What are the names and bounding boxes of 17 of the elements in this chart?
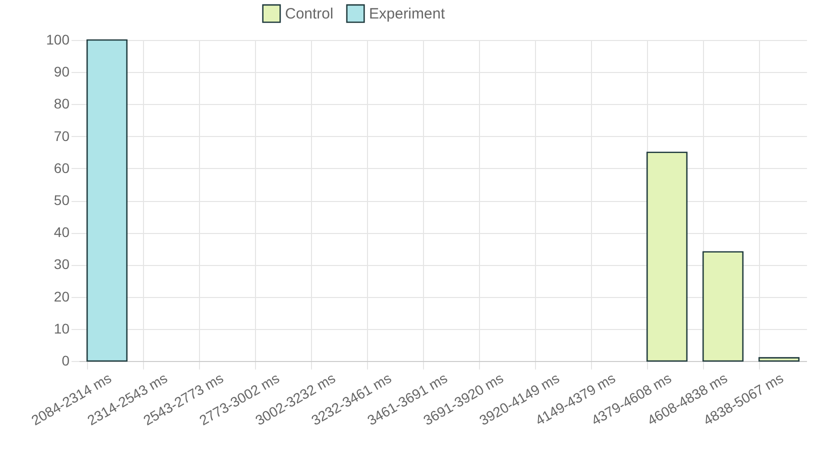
- y-tick-label: 50: [54, 192, 70, 208]
- bar: [86, 39, 128, 362]
- y-tick-label: 40: [54, 224, 70, 240]
- y-tick-label: 60: [54, 160, 70, 176]
- y-tick-label: 10: [54, 320, 70, 336]
- y-tick-label: 100: [46, 32, 70, 48]
- y-tick-label: 90: [54, 64, 70, 80]
- y-tick-label: 70: [54, 128, 70, 144]
- legend-label: Experiment: [369, 6, 446, 23]
- y-tick-label: 30: [54, 256, 70, 272]
- y-tick-label: 0: [62, 352, 70, 368]
- legend-label: Control: [285, 6, 334, 23]
- bar: [758, 357, 800, 362]
- bar: [702, 251, 744, 362]
- y-tick-label: 80: [54, 96, 70, 112]
- y-tick-label: 20: [54, 288, 70, 304]
- bar: [646, 152, 688, 362]
